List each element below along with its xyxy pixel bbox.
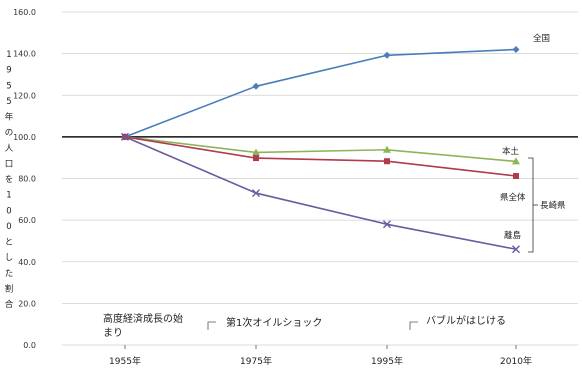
y-axis-label-char: し <box>5 253 14 263</box>
series-label-prefecture: 県全体 <box>500 192 526 203</box>
y-axis-label-char: と <box>5 238 14 248</box>
data-point <box>512 245 520 254</box>
y-axis-label-char: 0 <box>6 222 11 232</box>
annotation-bubble: バブルがはじける <box>426 314 506 327</box>
data-point <box>252 148 260 156</box>
y-axis-label-char: 9 <box>6 66 11 76</box>
data-point <box>121 132 129 141</box>
series-line <box>124 136 517 163</box>
y-axis-label-char: 割 <box>5 283 14 294</box>
data-point <box>253 155 259 162</box>
y-axis-label-char: 年 <box>5 112 14 123</box>
data-point <box>512 45 520 53</box>
y-tick-labels: 0.0 20.0 40.0 60.0 80.0 100.0 120.0 140.0 160.0 <box>13 8 36 350</box>
data-point <box>252 189 260 198</box>
y-axis-label-char: 0 <box>6 206 11 216</box>
data-point <box>383 51 391 59</box>
y-axis-label-char: 5 <box>6 81 11 91</box>
y-axis-label-char: 5 <box>6 97 11 107</box>
data-point <box>513 173 519 180</box>
y-tick-label: 160.0 <box>13 8 36 17</box>
y-tick-label: 80.0 <box>18 175 36 184</box>
y-tick-label: 40.0 <box>18 258 36 267</box>
annotation-high-growth: 高度経済成長の始 まり <box>103 312 186 339</box>
y-axis-label-char: 人 <box>5 144 14 154</box>
series-label-national: 全国 <box>533 33 550 44</box>
data-point <box>384 158 390 165</box>
y-tick-label: 100.0 <box>13 133 36 142</box>
series-line <box>124 136 517 251</box>
x-tick-label: 1955年 <box>109 355 141 367</box>
y-axis-label-char: の <box>5 128 14 138</box>
series-lines <box>121 45 520 254</box>
annotation-bracket-oil-shock <box>207 321 216 330</box>
y-axis-label-char: た <box>5 269 14 279</box>
y-tick-label: 120.0 <box>13 91 36 100</box>
y-axis-label-char: を <box>5 175 14 185</box>
data-point <box>512 157 520 165</box>
y-axis-label-char: 1 <box>6 50 11 60</box>
annotation-bracket-bubble <box>409 321 418 330</box>
bracket-label-nagasaki: 長崎県 <box>540 200 566 211</box>
data-point <box>383 220 391 229</box>
data-point <box>383 145 391 153</box>
series-label-islands: 離島 <box>504 230 522 241</box>
series-line <box>124 136 517 177</box>
y-tick-label: 140.0 <box>13 50 36 59</box>
series-label-mainland: 本土 <box>502 146 520 157</box>
y-axis-label-char: 口 <box>5 159 14 169</box>
data-point <box>252 82 260 90</box>
x-tick-label: 2010年 <box>500 355 532 367</box>
y-axis-label-char: 合 <box>5 299 14 310</box>
x-tick-label: 1995年 <box>371 355 403 367</box>
y-axis-label-char: 1 <box>6 191 11 201</box>
annotation-oil-shock: 第1次オイルショック <box>226 316 322 329</box>
x-tick-label: 1975年 <box>240 355 272 367</box>
grid-lines <box>62 11 578 346</box>
y-tick-label: 20.0 <box>18 299 36 308</box>
series-line <box>124 48 517 138</box>
nagasaki-bracket <box>528 157 534 253</box>
x-tick-labels: 1955年 1975年 1995年 2010年 <box>109 345 532 367</box>
y-tick-label: 0.0 <box>23 341 36 350</box>
y-tick-label: 60.0 <box>18 216 36 225</box>
